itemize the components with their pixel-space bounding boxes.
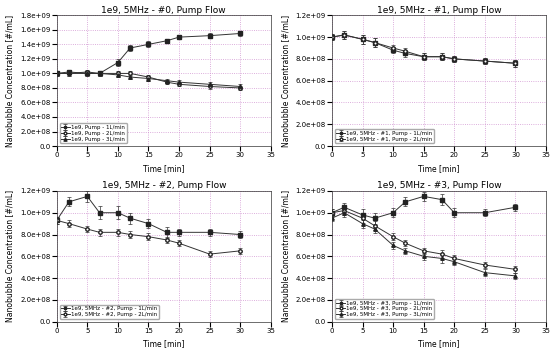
Y-axis label: Nanobubble Concentration [#/mL]: Nanobubble Concentration [#/mL] bbox=[281, 190, 290, 322]
Y-axis label: Nanobubble Concentration [#/mL]: Nanobubble Concentration [#/mL] bbox=[6, 15, 14, 147]
X-axis label: Time [min]: Time [min] bbox=[418, 164, 460, 173]
Title: 1e9, 5MHz - #3, Pump Flow: 1e9, 5MHz - #3, Pump Flow bbox=[376, 181, 502, 190]
Legend: 1e9, Pump - 1L/min, 1e9, Pump - 2L/min, 1e9, Pump - 3L/min: 1e9, Pump - 1L/min, 1e9, Pump - 2L/min, … bbox=[59, 123, 127, 143]
X-axis label: Time [min]: Time [min] bbox=[143, 164, 185, 173]
X-axis label: Time [min]: Time [min] bbox=[143, 339, 185, 348]
Y-axis label: Nanobubble Concentration [#/mL]: Nanobubble Concentration [#/mL] bbox=[281, 15, 290, 147]
X-axis label: Time [min]: Time [min] bbox=[418, 339, 460, 348]
Title: 1e9, 5MHz - #0, Pump Flow: 1e9, 5MHz - #0, Pump Flow bbox=[101, 6, 226, 15]
Y-axis label: Nanobubble Concentration [#/mL]: Nanobubble Concentration [#/mL] bbox=[6, 190, 14, 322]
Legend: 1e9, 5MHz - #2, Pump - 1L/min, 1e9, 5MHz - #2, Pump - 2L/min: 1e9, 5MHz - #2, Pump - 1L/min, 1e9, 5MHz… bbox=[59, 305, 159, 319]
Title: 1e9, 5MHz - #2, Pump Flow: 1e9, 5MHz - #2, Pump Flow bbox=[102, 181, 226, 190]
Legend: 1e9, 5MHz - #3, Pump - 1L/min, 1e9, 5MHz - #3, Pump - 2L/min, 1e9, 5MHz - #3, Pu: 1e9, 5MHz - #3, Pump - 1L/min, 1e9, 5MHz… bbox=[335, 299, 434, 319]
Title: 1e9, 5MHz - #1, Pump Flow: 1e9, 5MHz - #1, Pump Flow bbox=[376, 6, 502, 15]
Legend: 1e9, 5MHz - #1, Pump - 1L/min, 1e9, 5MHz - #1, Pump - 2L/min: 1e9, 5MHz - #1, Pump - 1L/min, 1e9, 5MHz… bbox=[335, 129, 434, 143]
